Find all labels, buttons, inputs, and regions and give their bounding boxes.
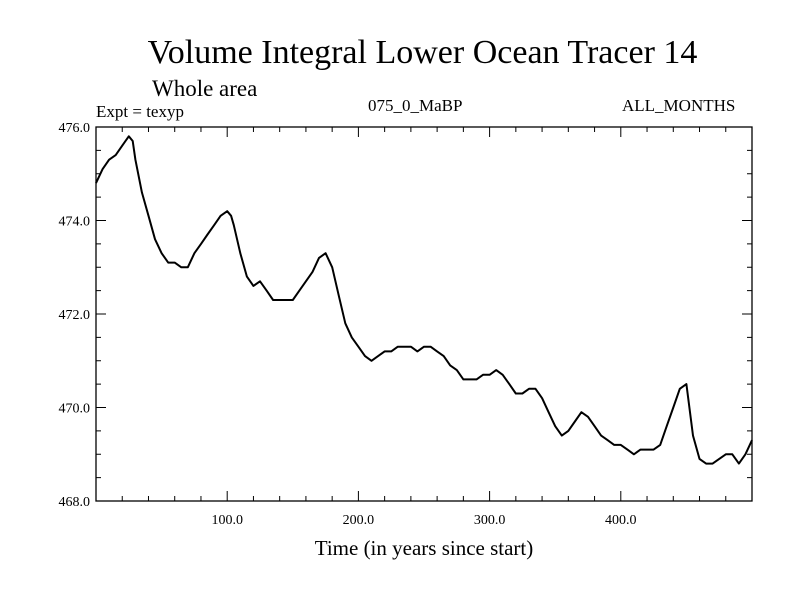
months-label: ALL_MONTHS [622,96,736,115]
period-label: 075_0_MaBP [368,96,463,115]
y-tick-label: 476.0 [59,121,91,136]
y-tick-label: 474.0 [59,215,91,230]
chart-title: Volume Integral Lower Ocean Tracer 14 [147,34,698,71]
y-tick-label: 468.0 [59,495,91,510]
x-tick-label: 200.0 [343,513,375,528]
x-axis-label: Time (in years since start) [314,536,534,560]
plot-frame [95,126,753,502]
y-tick-label: 470.0 [59,402,91,417]
y-tick-label: 472.0 [59,308,91,323]
series-line [95,135,753,465]
axis-ticks [95,126,753,502]
experiment-label: Expt = texyp [96,102,184,121]
x-tick-label: 100.0 [211,513,243,528]
x-tick-label: 400.0 [605,513,637,528]
x-tick-label: 300.0 [474,513,506,528]
axis-tick-labels: 100.0 200.0 300.0 400.0 468.0 470.0 472.0 474.0… [59,121,637,528]
chart-subtitle: Whole area [152,76,258,101]
